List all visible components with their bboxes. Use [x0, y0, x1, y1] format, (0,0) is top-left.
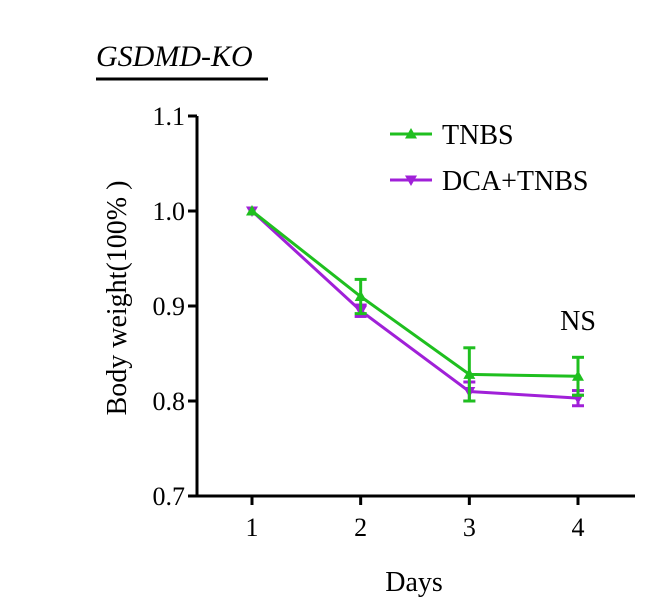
y-ticks: 0.7 0.8 0.9 1.0 1.1 [153, 102, 197, 511]
series-line [250, 209, 579, 400]
data-point [463, 368, 476, 379]
data-point [246, 205, 258, 216]
x-axis-label: Days [385, 567, 443, 598]
y-tick-label: 0.7 [153, 482, 186, 511]
legend-marker [405, 175, 417, 186]
data-point [572, 370, 584, 381]
series-line [251, 209, 579, 378]
data-point [354, 290, 367, 301]
y-tick-label: 1.0 [153, 197, 186, 226]
x-tick-label: 1 [246, 513, 259, 542]
y-tick-label: 0.8 [153, 387, 186, 416]
legend-marker [405, 128, 417, 139]
legend-label: DCA+TNBS [442, 166, 588, 197]
x-tick-label: 3 [463, 513, 476, 542]
legend: TNBS DCA+TNBS [390, 120, 588, 197]
x-tick-label: 4 [572, 513, 585, 542]
legend-label: TNBS [442, 120, 514, 151]
y-axis-label: Body weight(100% ) [102, 181, 133, 416]
y-tick-label: 1.1 [153, 102, 186, 131]
x-ticks: 1 2 3 4 [246, 496, 585, 542]
chart-title: GSDMD-KO [96, 40, 253, 73]
ns-annotation: NS [560, 306, 596, 337]
plot-area [246, 205, 584, 408]
y-tick-label: 0.9 [153, 292, 186, 321]
x-tick-label: 2 [354, 513, 367, 542]
